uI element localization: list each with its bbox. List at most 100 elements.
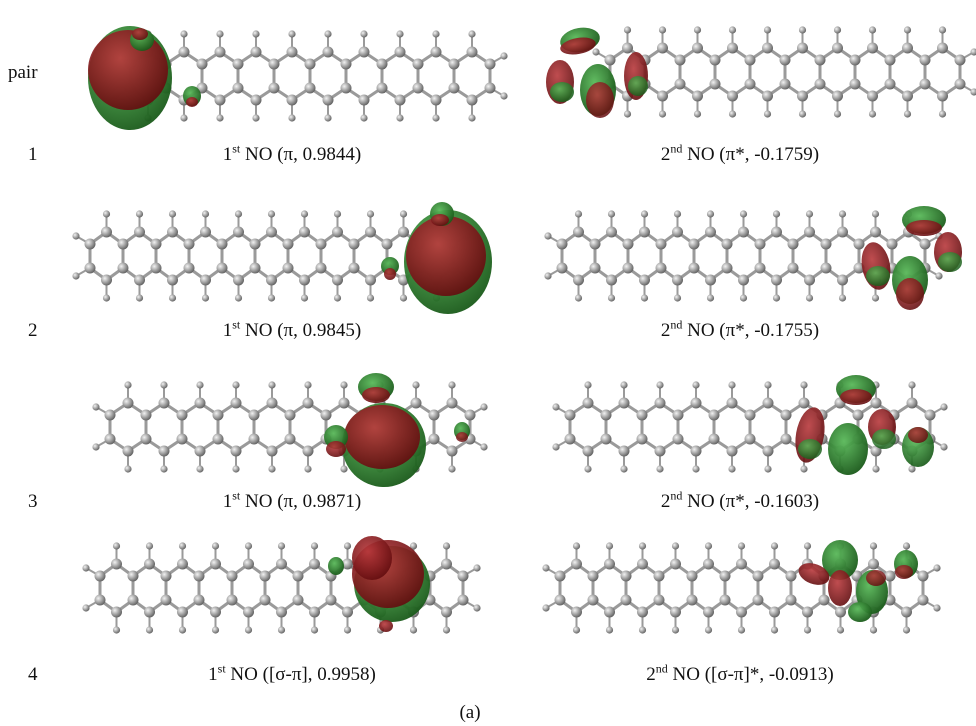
hydrogen-atom: [448, 381, 456, 389]
carbon-atom: [412, 82, 424, 94]
carbon-atom: [802, 606, 813, 618]
carbon-atom: [620, 594, 632, 606]
hydrogen-atom: [542, 604, 550, 612]
hydrogen-atom: [872, 465, 880, 473]
carbon-atom: [144, 558, 155, 570]
carbon-atom: [448, 58, 460, 70]
hydrogen-atom: [277, 542, 286, 550]
carbon-atom: [832, 90, 843, 102]
orbital-lobe: [384, 268, 396, 280]
carbon-atom: [639, 274, 650, 286]
hydrogen-atom: [324, 114, 332, 122]
carbon-atom: [752, 594, 764, 606]
carbon-atom: [315, 238, 327, 250]
hydrogen-atom: [739, 210, 748, 218]
hydrogen-atom: [196, 465, 204, 473]
carbon-atom: [727, 42, 738, 54]
hydrogen-atom: [673, 210, 682, 218]
hydrogen-atom: [160, 465, 168, 473]
hydrogen-atom: [267, 294, 276, 302]
carbon-atom: [200, 274, 211, 286]
carbon-atom: [428, 433, 440, 445]
carbon-atom: [618, 445, 630, 457]
hydrogen-atom: [763, 26, 772, 34]
carbon-atom: [210, 558, 221, 570]
carbon-atom: [853, 262, 865, 274]
carbon-atom: [284, 409, 296, 421]
hydrogen-atom: [542, 564, 550, 572]
carbon-atom: [230, 445, 242, 457]
carbon-atom: [703, 606, 714, 618]
hydrogen-atom: [693, 26, 702, 34]
carbon-atom: [785, 570, 797, 582]
orbital-lobe: [326, 441, 346, 457]
hydrogen-atom: [770, 542, 779, 550]
carbon-atom: [464, 409, 476, 421]
carbon-atom: [655, 238, 667, 250]
orbital-panel-1-first: [88, 26, 508, 130]
carbon-atom: [160, 570, 172, 582]
orbital-lobe: [798, 563, 830, 585]
carbon-atom: [250, 46, 262, 58]
carbon-atom: [744, 54, 756, 66]
carbon-atom: [705, 274, 716, 286]
hydrogen-atom: [640, 294, 649, 302]
carbon-atom: [233, 274, 244, 286]
carbon-atom: [284, 433, 296, 445]
carbon-atom: [556, 238, 568, 250]
orbital-panel-4-first: [82, 536, 481, 634]
carbon-atom: [200, 226, 211, 238]
carbon-atom: [637, 558, 648, 570]
hydrogen-atom: [673, 294, 682, 302]
hydrogen-atom: [396, 30, 404, 38]
orbital-lobe: [848, 602, 872, 622]
hydrogen-atom: [310, 626, 319, 634]
hydrogen-atom: [772, 210, 781, 218]
carbon-atom: [299, 226, 310, 238]
carbon-atom: [804, 274, 815, 286]
carbon-atom: [177, 606, 188, 618]
hydrogen-atom: [836, 626, 845, 634]
hydrogen-atom: [124, 381, 132, 389]
carbon-atom: [441, 558, 452, 570]
hydrogen-atom: [442, 542, 451, 550]
hydrogen-atom: [638, 542, 647, 550]
carbon-atom: [554, 570, 566, 582]
carbon-atom: [342, 558, 353, 570]
hydrogen-atom: [145, 542, 154, 550]
carbon-atom: [654, 397, 666, 409]
carbon-atom: [853, 238, 865, 250]
carbon-atom: [259, 594, 271, 606]
carbon-atom: [216, 262, 228, 274]
hydrogen-atom: [640, 210, 649, 218]
carbon-atom: [193, 594, 205, 606]
carbon-atom: [381, 238, 393, 250]
hydrogen-atom: [244, 626, 253, 634]
orbital-panel-4-second: [542, 540, 941, 634]
hydrogen-atom: [940, 403, 948, 411]
carbon-atom: [564, 409, 576, 421]
carbon-atom: [248, 409, 260, 421]
hydrogen-atom: [605, 542, 614, 550]
hydrogen-atom: [908, 465, 916, 473]
hydrogen-atom: [584, 465, 592, 473]
hydrogen-atom: [268, 381, 276, 389]
carbon-atom: [302, 397, 314, 409]
hydrogen-atom: [869, 626, 878, 634]
hydrogen-atom: [102, 294, 111, 302]
hydrogen-atom: [658, 26, 667, 34]
hydrogen-atom: [442, 626, 451, 634]
carbon-atom: [726, 397, 738, 409]
carbon-atom: [127, 570, 139, 582]
caption-first-no: 1st NO ([σ-π], 0.9958): [208, 661, 376, 685]
hydrogen-atom: [833, 110, 842, 118]
orbital-lobe: [896, 278, 924, 310]
carbon-atom: [233, 226, 244, 238]
hydrogen-atom: [772, 294, 781, 302]
carbon-atom: [902, 90, 913, 102]
carbon-atom: [167, 226, 178, 238]
carbon-atom: [587, 570, 599, 582]
carbon-atom: [672, 226, 683, 238]
carbon-atom: [276, 606, 287, 618]
carbon-atom: [158, 445, 170, 457]
